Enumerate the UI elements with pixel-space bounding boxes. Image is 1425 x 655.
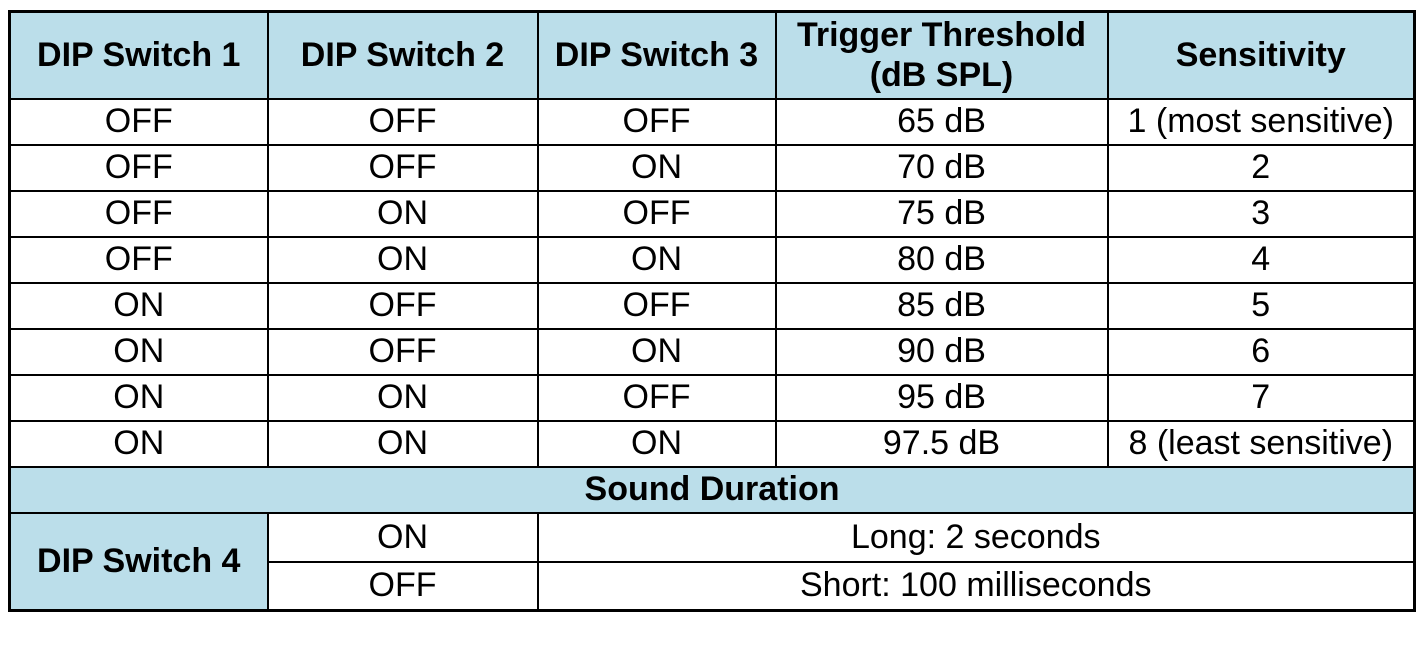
table-row: ON OFF OFF 85 dB 5 (8, 281, 1416, 330)
threshold-cell: 97.5 dB (774, 419, 1109, 468)
threshold-cell: 80 dB (774, 235, 1109, 284)
dip4-state-cell: ON (266, 511, 539, 563)
dip3-cell: OFF (536, 97, 777, 146)
dip-switch-settings-table: DIP Switch 1 DIP Switch 2 DIP Switch 3 T… (8, 10, 1416, 612)
sensitivity-cell: 2 (1106, 143, 1416, 192)
col-header-dip-switch-1: DIP Switch 1 (8, 10, 269, 100)
dip2-cell: ON (266, 373, 539, 422)
sound-duration-on-row: DIP Switch 4 ON Long: 2 seconds (8, 511, 1416, 612)
dip1-cell: OFF (8, 235, 269, 284)
dip-switch-4-label: DIP Switch 4 (8, 511, 269, 612)
sensitivity-cell: 4 (1106, 235, 1416, 284)
dip3-cell: ON (536, 419, 777, 468)
dip2-cell: ON (266, 189, 539, 238)
col-header-sensitivity: Sensitivity (1106, 10, 1416, 100)
threshold-cell: 75 dB (774, 189, 1109, 238)
dip3-cell: OFF (536, 189, 777, 238)
dip2-cell: OFF (266, 143, 539, 192)
dip1-cell: OFF (8, 143, 269, 192)
table-row: ON ON ON 97.5 dB 8 (least sensitive) (8, 419, 1416, 468)
dip2-cell: OFF (266, 327, 539, 376)
threshold-cell: 85 dB (774, 281, 1109, 330)
table-row: OFF ON ON 80 dB 4 (8, 235, 1416, 284)
table-row: OFF OFF OFF 65 dB 1 (most sensitive) (8, 97, 1416, 146)
dip3-cell: OFF (536, 281, 777, 330)
dip4-description-cell: Short: 100 milliseconds (536, 560, 1416, 612)
threshold-cell: 70 dB (774, 143, 1109, 192)
table-row: OFF OFF ON 70 dB 2 (8, 143, 1416, 192)
sensitivity-cell: 8 (least sensitive) (1106, 419, 1416, 468)
col-header-dip-switch-2: DIP Switch 2 (266, 10, 539, 100)
dip3-cell: OFF (536, 373, 777, 422)
threshold-cell: 65 dB (774, 97, 1109, 146)
dip4-description-cell: Long: 2 seconds (536, 511, 1416, 563)
sensitivity-cell: 5 (1106, 281, 1416, 330)
dip1-cell: OFF (8, 189, 269, 238)
col-header-dip-switch-3: DIP Switch 3 (536, 10, 777, 100)
header-row: DIP Switch 1 DIP Switch 2 DIP Switch 3 T… (8, 10, 1416, 100)
table-row: ON OFF ON 90 dB 6 (8, 327, 1416, 376)
dip1-cell: ON (8, 373, 269, 422)
sensitivity-cell: 3 (1106, 189, 1416, 238)
dip1-cell: OFF (8, 97, 269, 146)
dip1-cell: ON (8, 419, 269, 468)
dip1-cell: ON (8, 281, 269, 330)
threshold-cell: 95 dB (774, 373, 1109, 422)
sound-duration-title: Sound Duration (8, 465, 1416, 514)
sensitivity-cell: 7 (1106, 373, 1416, 422)
table-row: OFF ON OFF 75 dB 3 (8, 189, 1416, 238)
dip3-cell: ON (536, 143, 777, 192)
dip2-cell: OFF (266, 281, 539, 330)
trigger-threshold-line2: (dB SPL) (869, 56, 1014, 95)
dip1-cell: ON (8, 327, 269, 376)
threshold-cell: 90 dB (774, 327, 1109, 376)
sound-duration-header-row: Sound Duration (8, 465, 1416, 514)
trigger-threshold-line1: Trigger Threshold (796, 16, 1087, 55)
sensitivity-cell: 1 (most sensitive) (1106, 97, 1416, 146)
dip2-cell: ON (266, 419, 539, 468)
dip2-cell: ON (266, 235, 539, 284)
sensitivity-cell: 6 (1106, 327, 1416, 376)
table-row: ON ON OFF 95 dB 7 (8, 373, 1416, 422)
dip3-cell: ON (536, 327, 777, 376)
col-header-trigger-threshold: Trigger Threshold (dB SPL) (774, 10, 1109, 100)
dip2-cell: OFF (266, 97, 539, 146)
sound-duration-off-row: OFF Short: 100 milliseconds (10, 560, 1416, 612)
dip4-state-cell: OFF (266, 560, 539, 612)
dip3-cell: ON (536, 235, 777, 284)
